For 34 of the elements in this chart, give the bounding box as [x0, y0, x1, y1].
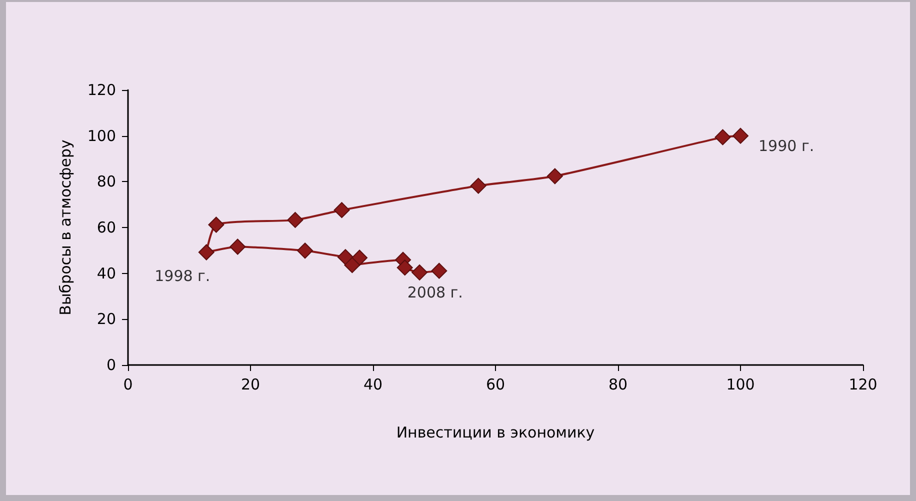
y-axis-title: Выбросы в атмосферу [56, 140, 74, 316]
point [396, 260, 413, 276]
point [297, 242, 314, 259]
y-tick-label: 120 [87, 81, 116, 99]
point [431, 262, 448, 279]
point [470, 178, 486, 194]
x-tick-label: 120 [848, 376, 878, 394]
point [230, 238, 246, 255]
y-tick-label: 60 [96, 218, 116, 236]
point [344, 257, 360, 274]
x-tick-label: 20 [240, 376, 260, 394]
annotation: 1990 г. [758, 136, 814, 155]
point [287, 212, 304, 228]
point [198, 244, 214, 260]
point [337, 249, 354, 266]
point [412, 264, 428, 280]
y-tick-label: 20 [96, 310, 116, 328]
annotation: 1998 г. [154, 266, 210, 285]
x-tick-label: 80 [608, 376, 628, 394]
x-tick-label: 40 [363, 376, 383, 394]
y-tick-label: 40 [96, 264, 116, 282]
annotation: 2008 г. [407, 283, 463, 302]
point [732, 128, 748, 144]
x-tick-label: 100 [726, 376, 755, 394]
y-tick-label: 100 [87, 126, 116, 145]
x-tick-label: 0 [123, 376, 133, 394]
point [546, 168, 563, 184]
x-axis-title: Инвестиции в экономику [396, 424, 595, 442]
y-tick-label: 0 [106, 356, 116, 374]
point [208, 216, 224, 233]
point [714, 129, 731, 146]
x-tick-label: 60 [486, 376, 506, 394]
point [334, 202, 350, 218]
y-tick-label: 80 [96, 172, 116, 191]
